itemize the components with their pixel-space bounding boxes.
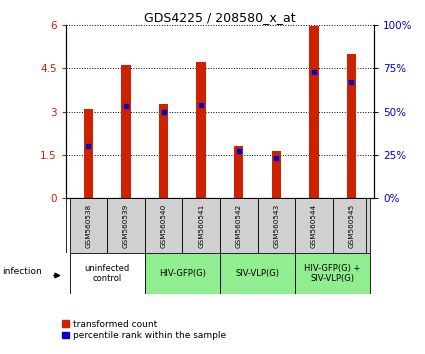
Bar bbox=[84, 109, 93, 198]
Legend: transformed count, percentile rank within the sample: transformed count, percentile rank withi… bbox=[62, 320, 226, 340]
Bar bbox=[295, 253, 370, 294]
Bar bbox=[196, 62, 206, 198]
Text: GSM560542: GSM560542 bbox=[236, 204, 242, 248]
Bar bbox=[258, 198, 295, 253]
Text: HIV-GFP(G) +
SIV-VLP(G): HIV-GFP(G) + SIV-VLP(G) bbox=[304, 264, 361, 283]
Bar bbox=[309, 26, 319, 198]
Bar bbox=[145, 253, 220, 294]
Text: SIV-VLP(G): SIV-VLP(G) bbox=[235, 269, 280, 278]
Bar bbox=[333, 198, 370, 253]
Bar bbox=[220, 253, 295, 294]
Text: GSM560543: GSM560543 bbox=[273, 204, 279, 248]
Text: GSM560539: GSM560539 bbox=[123, 204, 129, 248]
Text: GSM560540: GSM560540 bbox=[161, 204, 167, 248]
Bar bbox=[121, 65, 131, 198]
Bar bbox=[220, 198, 258, 253]
Text: HIV-GFP(G): HIV-GFP(G) bbox=[159, 269, 206, 278]
Text: infection: infection bbox=[2, 267, 42, 276]
Text: GSM560541: GSM560541 bbox=[198, 204, 204, 248]
Text: uninfected
control: uninfected control bbox=[85, 264, 130, 283]
Bar bbox=[70, 198, 107, 253]
Bar bbox=[347, 54, 356, 198]
Bar bbox=[272, 150, 281, 198]
Bar bbox=[182, 198, 220, 253]
Bar bbox=[295, 198, 333, 253]
Bar bbox=[145, 198, 182, 253]
Bar bbox=[159, 104, 168, 198]
Text: GSM560545: GSM560545 bbox=[348, 204, 354, 248]
Text: GSM560544: GSM560544 bbox=[311, 204, 317, 248]
Bar bbox=[234, 146, 244, 198]
Text: GSM560538: GSM560538 bbox=[85, 204, 91, 248]
Bar bbox=[70, 253, 145, 294]
Title: GDS4225 / 208580_x_at: GDS4225 / 208580_x_at bbox=[144, 11, 296, 24]
Bar bbox=[107, 198, 145, 253]
